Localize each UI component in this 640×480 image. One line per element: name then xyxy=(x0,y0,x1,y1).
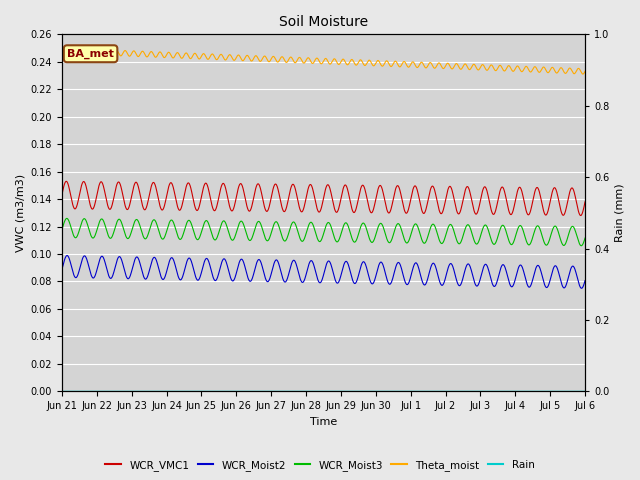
X-axis label: Time: Time xyxy=(310,417,337,427)
Y-axis label: VWC (m3/m3): VWC (m3/m3) xyxy=(15,174,25,252)
Legend: WCR_VMC1, WCR_Moist2, WCR_Moist3, Theta_moist, Rain: WCR_VMC1, WCR_Moist2, WCR_Moist3, Theta_… xyxy=(101,456,539,475)
Text: BA_met: BA_met xyxy=(67,48,114,59)
Title: Soil Moisture: Soil Moisture xyxy=(279,15,368,29)
Y-axis label: Rain (mm): Rain (mm) xyxy=(615,183,625,242)
